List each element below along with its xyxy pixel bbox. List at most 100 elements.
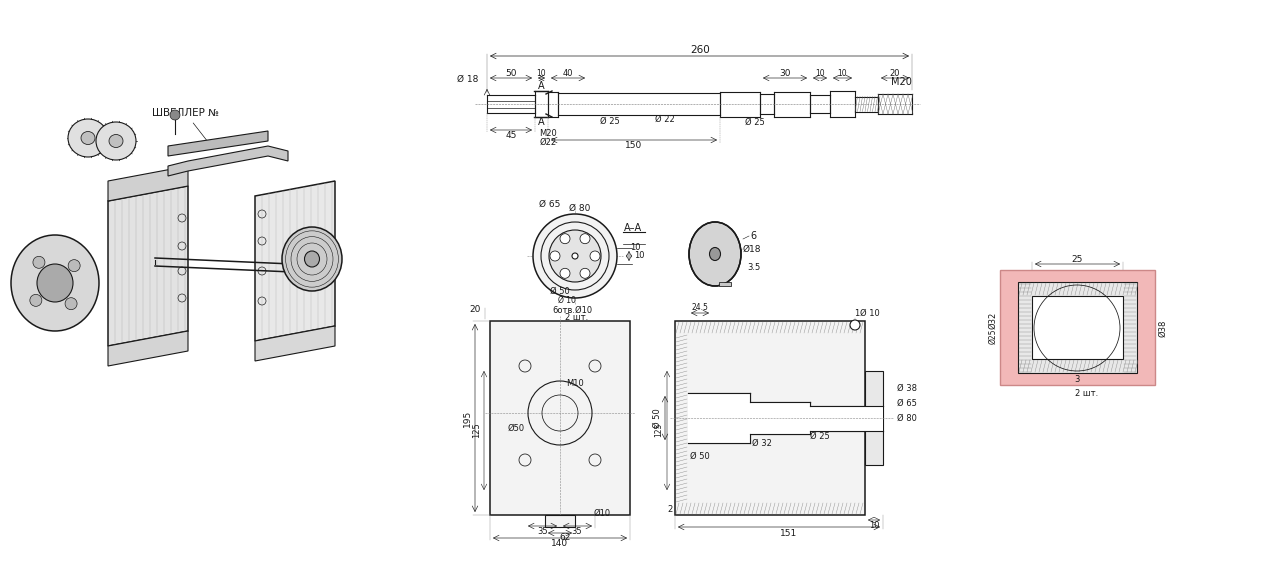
- Ellipse shape: [81, 131, 95, 144]
- Text: Ø 10: Ø 10: [558, 295, 576, 305]
- Text: Ø25: Ø25: [988, 328, 997, 344]
- Circle shape: [561, 268, 570, 278]
- Ellipse shape: [109, 135, 123, 148]
- Text: 260: 260: [690, 45, 710, 55]
- Bar: [689, 393, 750, 443]
- Text: Ø 25: Ø 25: [810, 431, 829, 440]
- Polygon shape: [255, 326, 335, 361]
- Text: Ø 32: Ø 32: [753, 439, 772, 448]
- Ellipse shape: [68, 119, 108, 157]
- Ellipse shape: [305, 251, 320, 267]
- Circle shape: [561, 234, 570, 244]
- Text: 24.5: 24.5: [691, 302, 708, 311]
- Text: Ø 22: Ø 22: [655, 114, 675, 123]
- Bar: [750, 402, 810, 434]
- Polygon shape: [108, 331, 188, 366]
- Text: Ø 50: Ø 50: [690, 452, 710, 461]
- Text: 151: 151: [781, 529, 797, 538]
- Circle shape: [572, 253, 579, 259]
- Text: Ø 25: Ø 25: [600, 117, 620, 126]
- Text: M20: M20: [539, 130, 557, 139]
- Text: M20: M20: [891, 77, 911, 87]
- Text: 2: 2: [667, 505, 672, 514]
- Text: 150: 150: [626, 142, 643, 151]
- Circle shape: [549, 230, 602, 282]
- Text: Ø 50: Ø 50: [653, 408, 662, 428]
- Polygon shape: [719, 282, 731, 286]
- Circle shape: [532, 214, 617, 298]
- Text: 20: 20: [890, 68, 900, 78]
- Circle shape: [550, 251, 561, 261]
- Ellipse shape: [709, 247, 721, 260]
- Text: 3.5: 3.5: [748, 263, 760, 272]
- Text: ШВЕЛЛЕР №: ШВЕЛЛЕР №: [152, 108, 219, 149]
- Text: 20: 20: [470, 306, 481, 315]
- Text: 2 шт.: 2 шт.: [1075, 388, 1098, 397]
- Text: 125: 125: [654, 423, 663, 437]
- Text: Ø 80: Ø 80: [897, 414, 916, 422]
- Text: Ø10: Ø10: [594, 508, 611, 517]
- Bar: [1018, 282, 1137, 373]
- Text: 140: 140: [552, 538, 568, 547]
- Text: 125: 125: [472, 422, 481, 438]
- Circle shape: [65, 298, 77, 310]
- Text: Ø38: Ø38: [1158, 319, 1167, 337]
- Text: А–А: А–А: [623, 223, 643, 233]
- Bar: [1032, 296, 1123, 359]
- Circle shape: [580, 234, 590, 244]
- Text: 30: 30: [780, 68, 791, 78]
- Text: Ø 10: Ø 10: [860, 308, 879, 318]
- Text: Ø 65: Ø 65: [539, 199, 561, 208]
- Ellipse shape: [12, 235, 99, 331]
- Circle shape: [850, 320, 860, 330]
- Text: 45: 45: [506, 131, 517, 139]
- Text: 62: 62: [559, 534, 571, 542]
- Polygon shape: [108, 186, 188, 346]
- Text: Ø 38: Ø 38: [897, 384, 916, 392]
- Circle shape: [580, 268, 590, 278]
- Text: Ø 18: Ø 18: [457, 75, 477, 84]
- Text: 195: 195: [462, 409, 471, 427]
- Text: 10: 10: [837, 68, 847, 78]
- Text: 6отв.Ø10: 6отв.Ø10: [552, 306, 593, 315]
- Text: 2 шт.: 2 шт.: [566, 314, 589, 323]
- Text: 10: 10: [536, 68, 545, 78]
- Text: 10: 10: [634, 251, 644, 260]
- Ellipse shape: [282, 227, 342, 291]
- Circle shape: [29, 294, 42, 306]
- Text: 35: 35: [538, 526, 548, 535]
- Text: A: A: [538, 117, 544, 127]
- Ellipse shape: [689, 222, 741, 286]
- Bar: [545, 515, 575, 527]
- Text: Ø 50: Ø 50: [550, 286, 570, 295]
- Ellipse shape: [96, 122, 136, 160]
- Text: Ø 80: Ø 80: [570, 204, 590, 212]
- Circle shape: [68, 260, 81, 272]
- Text: 35: 35: [572, 526, 582, 535]
- Text: Ø 25: Ø 25: [745, 118, 765, 126]
- Text: 25: 25: [1071, 255, 1083, 264]
- Ellipse shape: [37, 264, 73, 302]
- Circle shape: [170, 110, 180, 120]
- Text: Ø 65: Ø 65: [897, 398, 916, 408]
- Text: 10: 10: [630, 242, 640, 251]
- Text: Ø22: Ø22: [539, 138, 557, 147]
- Circle shape: [33, 256, 45, 268]
- Text: A: A: [538, 81, 544, 91]
- Bar: [675, 321, 865, 515]
- Text: 1: 1: [854, 308, 860, 318]
- Text: 3: 3: [1074, 375, 1080, 384]
- Polygon shape: [168, 131, 268, 156]
- Text: Ø18: Ø18: [742, 245, 762, 254]
- Text: Ø50: Ø50: [508, 423, 525, 432]
- Bar: [865, 371, 883, 465]
- Text: 10: 10: [869, 521, 879, 530]
- Text: M10: M10: [566, 379, 584, 388]
- Bar: [810, 405, 883, 431]
- Polygon shape: [255, 181, 335, 341]
- Text: Ø32: Ø32: [988, 311, 997, 329]
- Polygon shape: [108, 166, 188, 201]
- Text: 10: 10: [815, 68, 824, 78]
- Bar: [1000, 270, 1155, 385]
- Bar: [490, 321, 630, 515]
